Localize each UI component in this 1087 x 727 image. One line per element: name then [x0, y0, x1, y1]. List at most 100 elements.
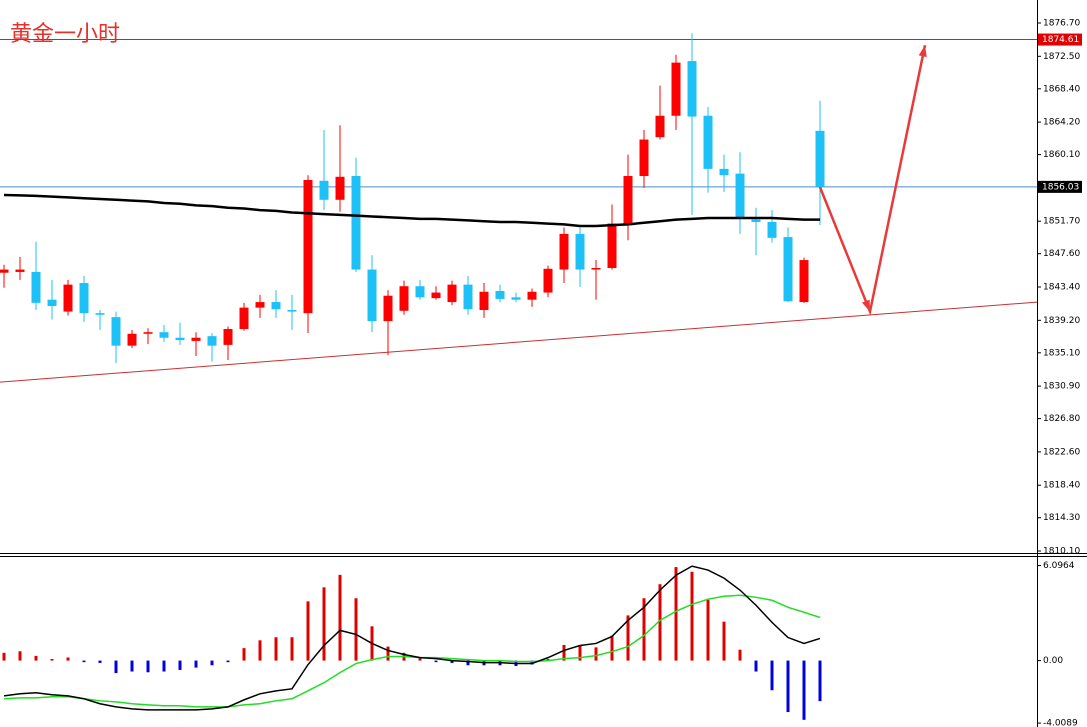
histogram-bar [754, 660, 758, 672]
histogram-bar [434, 660, 438, 663]
candle-body [639, 139, 649, 177]
candle-body [655, 115, 665, 138]
candle-body [751, 219, 761, 222]
price-tag-label: 1856.03 [1042, 182, 1079, 192]
y-tick-label: 6.0964 [1043, 561, 1075, 571]
candle-body [95, 313, 105, 315]
candle-body [207, 336, 217, 346]
histogram-bar [354, 598, 358, 661]
histogram-bar [210, 660, 214, 666]
histogram-bar [450, 660, 454, 663]
candle-body [127, 333, 137, 346]
arrow-head [918, 45, 927, 58]
histogram-bar [530, 660, 534, 665]
candle-body [15, 269, 25, 272]
candle-body [271, 302, 281, 310]
moving-average [3, 193, 820, 228]
candle-body [319, 180, 329, 200]
candle-body [559, 233, 569, 270]
y-tick-label: 1826.80 [1043, 414, 1080, 424]
candle-body [367, 269, 377, 322]
candle-body [383, 295, 393, 322]
y-tick-label: 0.00 [1043, 656, 1063, 666]
histogram-bar [658, 584, 662, 661]
histogram-bar [578, 645, 582, 661]
histogram-bar [706, 599, 710, 661]
histogram-bar [786, 660, 790, 713]
y-tick-label: 1835.10 [1043, 348, 1080, 358]
y-tick-label: 1876.70 [1043, 18, 1080, 28]
histogram-bar [194, 660, 198, 668]
candle-body [463, 284, 473, 310]
price-tag-label: 1874.61 [1042, 35, 1079, 45]
histogram-bar [722, 621, 726, 661]
chart-title: 黄金一小时 [10, 22, 120, 47]
candle-body [495, 290, 505, 299]
histogram-bar [338, 574, 342, 661]
histogram-bar [130, 660, 134, 672]
candle-body [415, 286, 425, 298]
histogram-bar [594, 647, 598, 661]
histogram-bar [114, 660, 118, 674]
histogram-bar [418, 658, 422, 661]
histogram-bar [242, 648, 246, 661]
candle-body [511, 297, 521, 300]
histogram-bar [626, 615, 630, 661]
histogram-bar [98, 660, 102, 663]
y-tick-label: 1810.10 [1043, 547, 1080, 557]
candle-body [0, 269, 9, 273]
histogram-bar [146, 660, 150, 673]
candle-body [687, 61, 697, 117]
candle-body [143, 332, 153, 334]
candle-body [703, 115, 713, 169]
candle-body [159, 332, 169, 338]
macd-line [3, 565, 821, 711]
candle-body [527, 291, 537, 300]
histogram-bar [674, 567, 678, 661]
histogram-bar [818, 660, 822, 702]
candle-body [111, 317, 121, 346]
y-tick-label: 1822.60 [1043, 447, 1080, 457]
histogram-bar [690, 571, 694, 661]
y-tick-label: 1864.20 [1043, 118, 1080, 128]
candle-body [783, 237, 793, 302]
candle-body [399, 286, 409, 311]
candle-body [255, 302, 265, 308]
candle-body [591, 267, 601, 270]
candle-body [815, 130, 825, 187]
forecast-arrow [818, 44, 927, 316]
candle-body [719, 168, 729, 176]
price-tag [1038, 180, 1082, 193]
histogram-bar [290, 637, 294, 661]
histogram-bar [610, 635, 614, 661]
candle-body [31, 271, 41, 303]
histogram-bar [274, 637, 278, 661]
candle-body [63, 284, 73, 312]
candle-body [223, 329, 233, 345]
y-tick-label: 1872.50 [1043, 52, 1080, 62]
candle-body [239, 307, 249, 330]
candle-body [735, 173, 745, 219]
histogram-bar [82, 660, 86, 663]
y-tick-label: 1847.60 [1043, 249, 1080, 259]
candle-body [303, 179, 313, 314]
histogram-bar [2, 652, 6, 661]
histogram-bar [770, 660, 774, 691]
candle-body [175, 337, 185, 341]
signal-line [3, 594, 821, 708]
y-tick-label: 1843.40 [1043, 283, 1080, 293]
candle-body [623, 176, 633, 224]
candle-body [447, 284, 457, 303]
candle-body [767, 221, 777, 238]
histogram-bar [466, 660, 470, 666]
candle-body [479, 291, 489, 310]
candle-body [335, 176, 345, 200]
candle-body [47, 299, 57, 307]
candle-body [287, 309, 297, 312]
y-tick-label: 1818.40 [1043, 481, 1080, 491]
candle-body [607, 223, 617, 268]
histogram-bar [306, 601, 310, 661]
histogram-bar [50, 659, 54, 661]
